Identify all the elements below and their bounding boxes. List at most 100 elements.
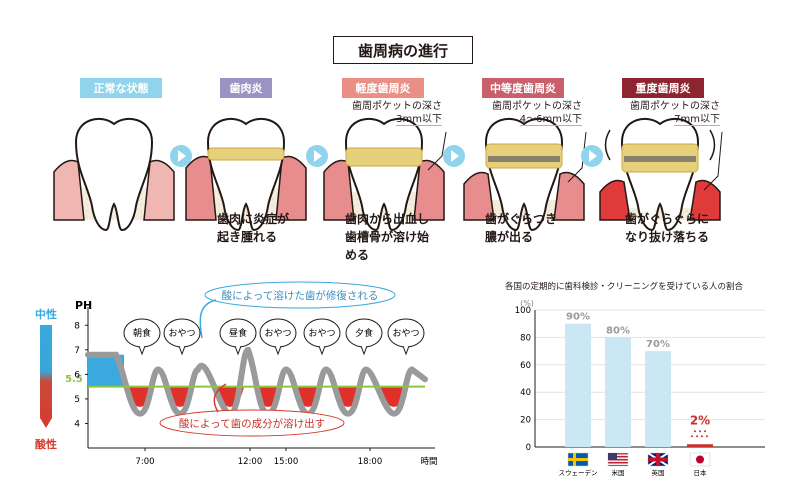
ph-x-tick-label: 15:00 bbox=[274, 457, 299, 467]
pocket-callout-line bbox=[703, 131, 723, 191]
caption-line: める bbox=[345, 248, 370, 262]
ph-y-tick-label: 5 bbox=[74, 395, 80, 405]
bar-dot-mark bbox=[701, 435, 703, 438]
meal-bubble: 昼食 bbox=[219, 318, 257, 356]
caption-moderate: 歯がぐらつき 膿が出る bbox=[485, 210, 557, 246]
meal-bubble-tail bbox=[178, 345, 186, 356]
wobble-mark bbox=[709, 129, 716, 161]
bar bbox=[565, 323, 591, 447]
ph-y-tick-label: 6 bbox=[74, 370, 80, 380]
ph-x-tick-label: 12:00 bbox=[238, 457, 263, 467]
flag-cross bbox=[648, 457, 668, 462]
bar-value-label: 2% bbox=[690, 413, 710, 427]
caption-severe: 歯がぐらぐらに なり抜け落ちる bbox=[625, 210, 709, 246]
bar-y-tick-label: 0 bbox=[526, 443, 531, 453]
dissolve-note: 酸によって歯の成分が溶け出す bbox=[179, 417, 325, 430]
pocket-note-moderate: 歯周ポケットの深さ 4〜6mm以下 bbox=[482, 100, 582, 126]
country-flag-icon bbox=[567, 452, 589, 467]
progression-panel bbox=[0, 70, 800, 270]
meal-bubble: おやつ bbox=[303, 318, 341, 356]
progress-arrows bbox=[170, 145, 603, 167]
meal-label: おやつ bbox=[264, 328, 291, 339]
caption-line: 歯がぐらつき bbox=[485, 212, 558, 226]
meal-bubble-tail bbox=[274, 345, 282, 356]
bar-chart-title: 各国の定期的に歯科検診・クリーニングを受けている人の割合 bbox=[505, 282, 744, 292]
caption-line: 歯肉から出血し bbox=[345, 212, 430, 226]
ph-y-tick-label: 8 bbox=[74, 321, 80, 331]
country-flag-icon bbox=[647, 452, 669, 467]
gum-left bbox=[599, 179, 631, 221]
meal-bubble: おやつ bbox=[163, 318, 201, 356]
tartar-dark-band bbox=[624, 156, 696, 162]
ph-axis-title: PH bbox=[75, 299, 92, 312]
flag-stripe bbox=[608, 463, 628, 465]
bar-y-tick-label: 100 bbox=[515, 306, 531, 316]
bar-category-label: 米国 bbox=[612, 468, 625, 477]
ph-x-tick-label: 7:00 bbox=[135, 457, 154, 467]
country-flag-icon bbox=[689, 452, 711, 467]
meal-bubble: 朝食 bbox=[123, 318, 161, 356]
repair-note: 酸によって溶けた歯が修復される bbox=[222, 289, 379, 302]
bar-y-tick-label: 60 bbox=[520, 361, 531, 371]
bar-value-label: 80% bbox=[606, 325, 630, 336]
flag-sun bbox=[696, 455, 704, 464]
wobble-mark bbox=[604, 129, 611, 161]
pocket-heading: 歯周ポケットの深さ bbox=[352, 101, 442, 112]
bar-y-tick-label: 40 bbox=[520, 388, 531, 398]
gum-right bbox=[689, 179, 721, 221]
tooth-illustration-4 bbox=[599, 117, 723, 231]
meal-bubble: おやつ bbox=[259, 318, 297, 356]
page-title: 歯周病の進行 bbox=[333, 36, 473, 64]
flag-stripe bbox=[608, 457, 628, 459]
caption-line: なり抜け落ちる bbox=[625, 230, 710, 244]
bar-dot-mark bbox=[696, 435, 698, 438]
bar bbox=[605, 337, 631, 447]
bar-dot-mark bbox=[706, 435, 708, 438]
bar-unit-label: (%) bbox=[520, 299, 534, 308]
bar-dot-mark bbox=[699, 430, 701, 433]
gum-right bbox=[275, 155, 307, 221]
ph-x-tick-label: 18:00 bbox=[358, 457, 383, 467]
country-flag-icon bbox=[607, 452, 629, 467]
flag-cross bbox=[568, 458, 588, 461]
bar-y-tick-label: 80 bbox=[520, 333, 531, 343]
gum-right bbox=[143, 159, 175, 221]
tooth-illustration-0 bbox=[53, 117, 175, 231]
caption-gingivitis: 歯肉に炎症が 起き腫れる bbox=[217, 210, 289, 246]
caption-line: 歯肉に炎症が bbox=[217, 212, 290, 226]
tooth-illustration-2 bbox=[323, 117, 447, 231]
meal-bubble-tail bbox=[360, 345, 368, 356]
acid-label: 酸性 bbox=[35, 437, 57, 451]
pocket-callout-line bbox=[427, 131, 447, 171]
gum-left bbox=[185, 155, 217, 221]
flag-stripe bbox=[608, 454, 628, 456]
stage-label-gingivitis: 歯肉炎 bbox=[220, 78, 272, 98]
meal-bubble-tail bbox=[318, 345, 326, 356]
ph-y-tick-label: 7 bbox=[74, 346, 80, 356]
bar-value-label: 70% bbox=[646, 339, 670, 350]
caption-line: 膿が出る bbox=[485, 230, 534, 244]
tartar-deposit bbox=[207, 147, 285, 161]
stage-label-moderate: 中等度歯周炎 bbox=[482, 78, 564, 98]
neutral-label: 中性 bbox=[35, 307, 57, 321]
gum-left bbox=[323, 159, 355, 221]
stage-label-severe: 重度歯周炎 bbox=[622, 78, 704, 98]
meal-label: おやつ bbox=[168, 328, 195, 339]
bar-dot-mark bbox=[704, 430, 706, 433]
meal-label: 朝食 bbox=[133, 327, 151, 339]
pocket-heading: 歯周ポケットの深さ bbox=[492, 101, 582, 112]
caption-mild: 歯肉から出血し 歯槽骨が溶け始 める bbox=[345, 210, 429, 264]
tooth-illustration-3 bbox=[463, 117, 587, 231]
ph-scale-bar bbox=[40, 325, 52, 428]
bar-y-tick-label: 20 bbox=[520, 416, 531, 426]
caption-line: 歯がぐらぐらに bbox=[625, 212, 710, 226]
caption-line: 起き腫れる bbox=[217, 230, 278, 244]
pocket-note-severe: 歯周ポケットの深さ 7mm以下 bbox=[620, 100, 720, 126]
meal-label: おやつ bbox=[392, 328, 419, 339]
bar-category-label: 日本 bbox=[694, 468, 708, 477]
pocket-note-mild: 歯周ポケットの深さ 3mm以下 bbox=[342, 100, 442, 126]
bar-chart-svg: (%) 100 80 60 40 20 0 90% スウェーデン 80% 米国 70% 英国 2% 日本 bbox=[515, 299, 765, 477]
bar bbox=[687, 444, 713, 447]
bar-value-label: 90% bbox=[566, 312, 590, 323]
